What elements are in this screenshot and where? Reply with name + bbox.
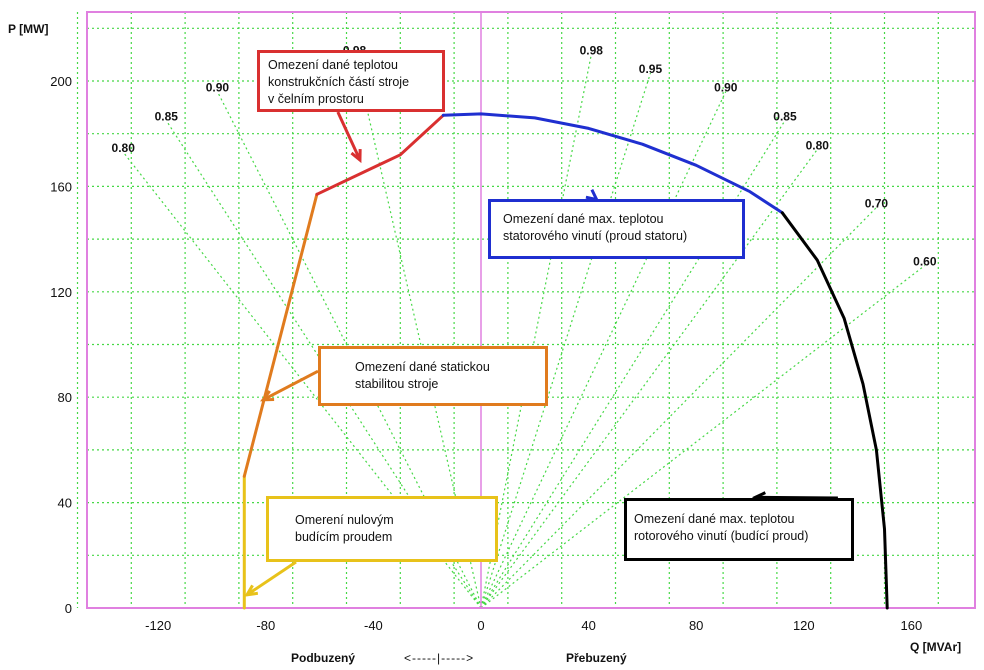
annotation-line: konstrukčních částí stroje (268, 75, 410, 89)
x-tick-labels: -120 -80 -40 0 40 80 120 160 (145, 618, 922, 633)
power-factor-label: 0.80 (806, 139, 830, 153)
y-tick-labels: 0 40 80 120 160 200 (50, 74, 72, 616)
annotation-line: v čelním prostoru (268, 92, 364, 106)
annotation-line: Omezení dané teplotou (268, 58, 398, 72)
y-tick-label: 0 (65, 601, 72, 616)
annotation-arrow-line (246, 560, 297, 597)
plot-frame (86, 11, 976, 609)
annotation-arrow-line (755, 495, 838, 500)
annotation-line: Omezení dané statickou (355, 360, 490, 374)
capability-curve (242, 192, 319, 478)
x-tick-label: 160 (901, 618, 923, 633)
power-factor-label: 0.90 (206, 81, 230, 95)
annotation-stator: Omezení dané max. teplotou statorového vi… (488, 199, 745, 259)
annotation-line: budícím proudem (295, 530, 393, 544)
x-tick-label: 40 (581, 618, 595, 633)
y-tick-label: 40 (58, 496, 72, 511)
x-tick-label: 0 (477, 618, 484, 633)
annotation-line: rotorového vinutí (budící proud) (634, 529, 809, 543)
power-factor-label: 0.95 (639, 62, 663, 76)
annotation-line: statorového vinutí (proud statoru) (503, 229, 688, 243)
annotation-stability: Omezení dané statickou stabilitou stroje (318, 346, 548, 406)
x-tick-label: -80 (256, 618, 275, 633)
capability-curves (242, 112, 889, 610)
overexcited-label: Přebuzený (566, 651, 627, 665)
power-factor-labels: 0.800.850.900.980.980.950.900.850.800.70… (112, 44, 937, 269)
annotation-zero-excitation: Omerení nulovým budícím proudem (266, 496, 498, 562)
power-factor-ray (480, 72, 652, 609)
y-axis-label: P [MW] (8, 22, 48, 36)
power-factor-label: 0.60 (913, 254, 937, 268)
x-tick-label: -120 (145, 618, 171, 633)
power-factor-ray (480, 54, 592, 609)
y-tick-label: 200 (50, 74, 72, 89)
capability-curve (441, 112, 784, 215)
power-factor-label: 0.80 (112, 141, 136, 155)
power-factor-label: 0.98 (580, 44, 604, 58)
power-factor-ray (480, 120, 786, 609)
power-factor-ray (480, 207, 877, 609)
power-factor-label: 0.85 (155, 110, 179, 124)
annotation-line: Omezení dané max. teplotou (503, 212, 664, 226)
capability-curve (780, 211, 889, 610)
annotation-arrow-line (336, 111, 362, 161)
x-axis-label: Q [MVAr] (910, 640, 961, 654)
power-factor-label: 0.90 (714, 81, 738, 95)
annotation-arrow-line (262, 369, 319, 402)
annotation-arrow-head (350, 149, 362, 164)
underexcited-label: Podbuzený (291, 651, 356, 665)
annotation-line: Omezení dané max. teplotou (634, 512, 795, 526)
x-tick-label: 80 (689, 618, 703, 633)
y-tick-label: 120 (50, 285, 72, 300)
power-factor-label: 0.85 (773, 110, 797, 124)
annotation-rotor: Omezení dané max. teplotou rotorového vin… (624, 498, 854, 561)
annotation-arrow-head (244, 584, 259, 597)
x-tick-label: 120 (793, 618, 815, 633)
annotation-line: Omerení nulovým (295, 513, 394, 527)
power-factor-label: 0.70 (865, 196, 889, 210)
annotation-end-region: Omezení dané teplotou konstrukčních částí… (257, 50, 445, 112)
y-tick-label: 160 (50, 179, 72, 194)
x-tick-label: -40 (364, 618, 383, 633)
annotation-line: stabilitou stroje (355, 377, 439, 391)
power-factor-ray (480, 264, 926, 609)
capability-curve (315, 113, 445, 196)
power-factor-ray (480, 91, 727, 609)
excitation-direction-arrow: <-----|-----> (404, 651, 475, 665)
annotation-arrow-head (260, 390, 275, 402)
y-tick-label: 80 (58, 390, 72, 405)
